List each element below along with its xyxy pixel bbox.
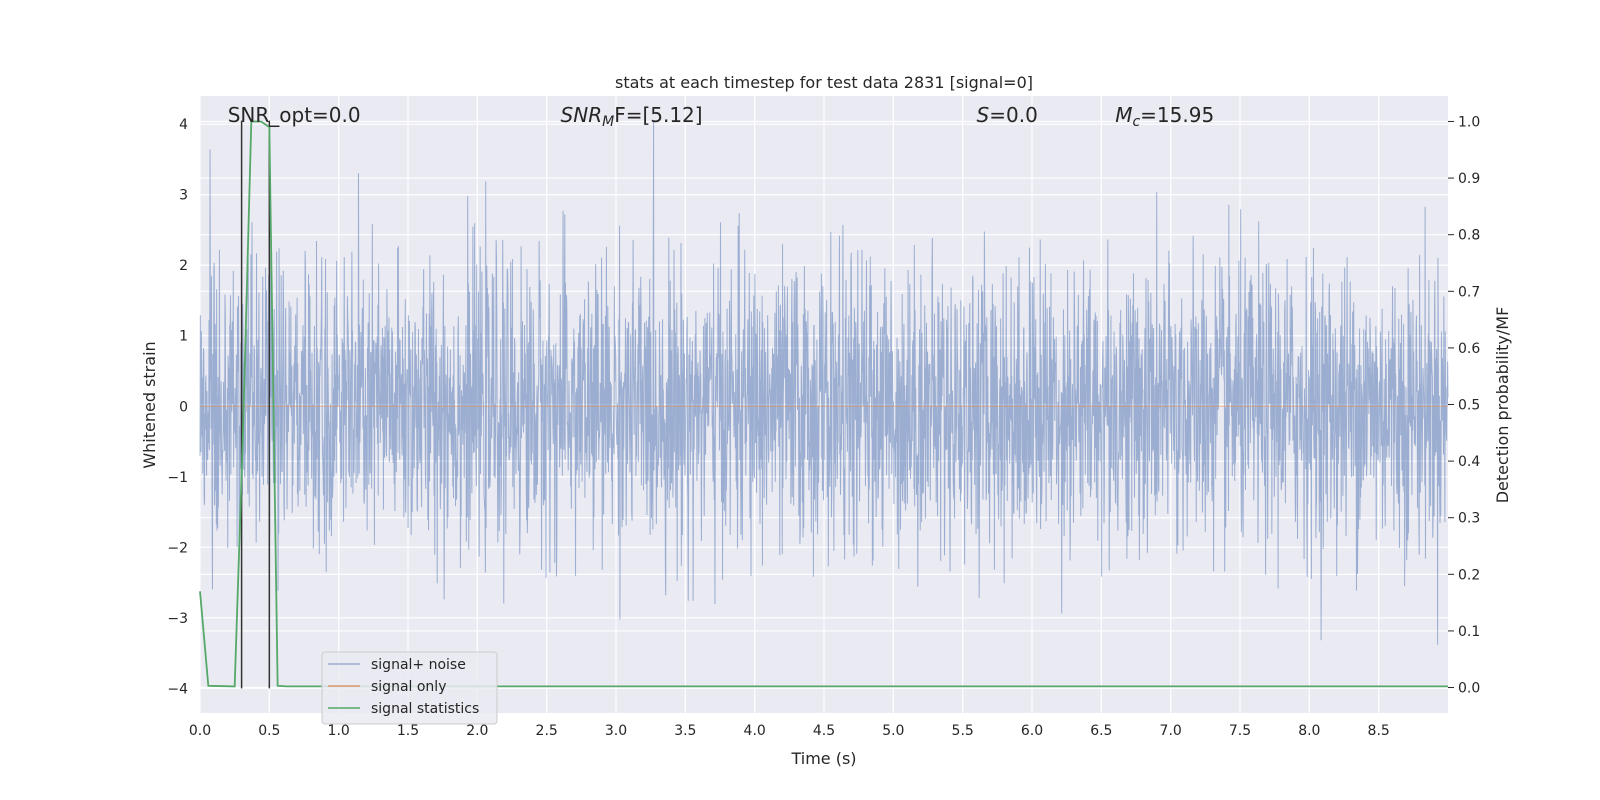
x-tick-label: 2.5 — [536, 723, 558, 739]
annotation-sub: M — [602, 114, 614, 130]
y-tick-label: 4 — [179, 117, 188, 133]
x-tick-label: 6.5 — [1090, 723, 1112, 739]
y-right-tick-label: 0.2 — [1458, 567, 1480, 583]
y-tick-label: −2 — [167, 540, 188, 556]
y-right-tick-label: 0.4 — [1458, 454, 1480, 470]
x-axis-label: Time (s) — [790, 749, 856, 768]
y-tick-label: 2 — [179, 258, 188, 274]
y-axis-label-right: Detection probability/MF — [1493, 307, 1512, 504]
annotation: SNRMF=[5.12] — [561, 103, 703, 130]
y-right-tick-label: 0.9 — [1458, 171, 1480, 187]
y-axis-label: Whitened strain — [140, 341, 159, 468]
tick-labels: 0.0 0.5 1.0 1.5 2.0 2.5 3.0 3.5 4.0 4.5 5.0 5.5 6.0 6… — [167, 114, 1480, 739]
x-tick-label: 3.0 — [605, 723, 627, 739]
y-tick-label: −3 — [167, 611, 188, 627]
annotation-value: =0.0 — [989, 103, 1038, 127]
y-right-tick-label: 0.7 — [1458, 284, 1480, 300]
x-tick-label: 2.0 — [466, 723, 488, 739]
signal-statistics-line — [199, 120, 1448, 688]
legend-label-signal-statistics: signal statistics — [371, 701, 479, 717]
annotation: S=0.0 — [977, 103, 1038, 127]
annotation-main: SNR — [561, 103, 603, 127]
y-right-tick-label: 1.0 — [1458, 114, 1480, 130]
legend: signal+ noise signal only signal statist… — [321, 651, 498, 725]
y-right-tick-label: 0.6 — [1458, 341, 1480, 357]
x-tick-label: 0.0 — [189, 723, 211, 739]
legend-label-signal-only: signal only — [371, 679, 446, 695]
annotations: SNR_opt=0.0 SNRMF=[5.12] S=0.0 Mc=15.95 — [228, 103, 1214, 130]
y-tick-label: −4 — [167, 681, 188, 697]
x-tick-label: 5.5 — [952, 723, 974, 739]
legend-label-signal-noise: signal+ noise — [371, 657, 466, 673]
x-tick-label: 7.5 — [1229, 723, 1251, 739]
y-tick-label: −1 — [167, 470, 188, 486]
x-tick-label: 3.5 — [674, 723, 696, 739]
x-tick-label: 4.5 — [813, 723, 835, 739]
x-tick-label: 7.0 — [1160, 723, 1182, 739]
y-right-tick-label: 0.5 — [1458, 398, 1480, 414]
annotation-main: M — [1115, 103, 1132, 127]
y-right-tick-label: 0.3 — [1458, 511, 1480, 527]
annotation-value: F=[5.12] — [614, 103, 702, 127]
series-signal-noise — [199, 120, 1449, 645]
x-tick-label: 5.0 — [882, 723, 904, 739]
y-tick-label: 3 — [179, 188, 188, 204]
x-tick-label: 6.0 — [1021, 723, 1043, 739]
y-tick-label: 0 — [179, 399, 188, 415]
x-tick-label: 8.5 — [1368, 723, 1390, 739]
annotation: SNR_opt=0.0 — [228, 103, 361, 127]
annotation-main: SNR_opt=0.0 — [228, 103, 361, 127]
x-tick-label: 0.5 — [258, 723, 280, 739]
x-tick-label: 1.0 — [328, 723, 350, 739]
y-tick-label: 1 — [179, 329, 188, 345]
series-signal-statistics — [199, 120, 1448, 688]
x-tick-label: 4.0 — [744, 723, 766, 739]
signal-noise-line — [199, 120, 1449, 645]
annotation: Mc=15.95 — [1115, 103, 1214, 130]
x-tick-label: 8.0 — [1298, 723, 1320, 739]
chart-title: stats at each timestep for test data 283… — [615, 73, 1033, 92]
annotation-main: S — [977, 103, 990, 127]
legend-box — [321, 651, 498, 725]
annotation-sub: c — [1132, 114, 1140, 130]
y-right-tick-label: 0.1 — [1458, 624, 1480, 640]
x-tick-label: 1.5 — [397, 723, 419, 739]
y-right-tick-label: 0.8 — [1458, 228, 1480, 244]
vertical-markers — [240, 120, 271, 689]
annotation-value: =15.95 — [1140, 103, 1214, 127]
y-right-tick-label: 0.0 — [1458, 681, 1480, 697]
